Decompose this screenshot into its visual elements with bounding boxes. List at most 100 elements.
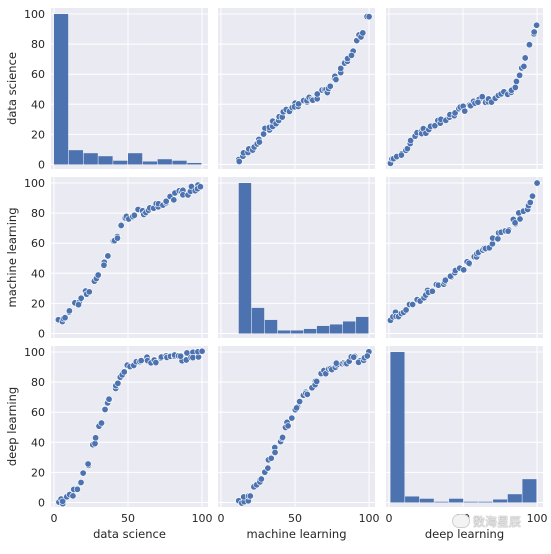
x-tick-label-1-1: 50 [288,512,302,525]
hist-bar-0-8 [172,160,187,165]
hist-bar-2-4 [449,498,464,503]
scatter-point-1-2-23 [441,276,449,284]
scatter-point-2-0-59 [198,347,206,355]
scatter-point-2-1-24 [288,414,296,422]
hist-bar-1-1 [251,307,265,334]
hist-bar-2-9 [522,479,537,503]
scatter-point-1-2-57 [526,198,534,206]
scatter-point-2-0-51 [177,352,185,360]
scatter-point-1-2-17 [428,287,436,295]
x-tick-label-1-0: 0 [217,512,224,525]
scatter-point-1-0-13 [85,288,93,296]
scatter-point-2-1-11 [257,475,265,483]
scatter-point-1-2-7 [402,306,410,314]
scatter-point-2-1-20 [279,433,287,441]
y-tick-label-1-3: 60 [31,237,45,250]
y-tick-label-2-2: 40 [31,436,45,449]
x-axis-label-0: data science [93,527,166,541]
y-tick-label-2-5: 100 [24,346,45,359]
scatter-point-0-2-5 [397,151,405,159]
hist-bar-2-0 [390,352,405,503]
scatter-point-1-2-41 [488,240,496,248]
scatter-point-0-1-59 [365,13,373,21]
scatter-point-0-1-36 [313,90,321,98]
scatter-point-2-1-36 [313,377,321,385]
scatter-point-2-0-22 [105,395,113,403]
hist-bar-0-7 [157,159,172,165]
scatter-point-2-0-8 [73,485,81,493]
scatter-point-1-0-26 [117,221,125,229]
scatter-point-1-0-25 [113,234,121,242]
scatter-point-2-1-27 [293,404,301,412]
scatter-point-2-0-16 [92,434,100,442]
scatter-point-0-2-51 [511,83,519,91]
scatter-point-0-1-42 [326,82,334,90]
panel-1-2 [386,177,543,338]
hist-bar-0-0 [53,14,69,165]
hist-bar-1-4 [290,330,304,334]
hist-bar-1-5 [303,328,317,334]
scatter-point-2-0-18 [97,419,105,427]
scatter-point-1-2-53 [516,215,524,223]
scatter-point-0-2-54 [520,62,528,70]
scatter-point-2-0-28 [120,368,128,376]
y-tick-label-2-4: 80 [31,376,45,389]
scatter-point-2-0-3 [59,497,67,505]
scatter-point-1-0-10 [77,294,85,302]
scatter-point-0-2-50 [512,77,520,85]
scatter-point-0-1-47 [337,64,345,72]
scatter-point-0-1-57 [359,29,367,37]
hist-bar-0-2 [83,153,98,165]
scatter-point-1-2-9 [409,300,417,308]
x-tick-label-0-1: 50 [121,512,135,525]
y-axis-label-2: deep learning [5,387,19,466]
hist-bar-1-0 [238,183,252,334]
scatter-point-1-0-3 [61,314,69,322]
scatter-point-0-1-45 [332,76,340,84]
scatter-point-0-1-1 [235,157,243,165]
x-tick-label-2-2: 100 [527,512,548,525]
y-tick-label-1-5: 100 [24,177,45,190]
hist-bar-2-1 [405,496,420,503]
y-axis-label-0: data science [5,52,19,125]
scatter-point-0-1-52 [347,51,355,59]
scatter-point-2-0-15 [91,440,99,448]
scatter-point-2-1-53 [350,353,358,361]
hist-bar-2-6 [478,501,493,503]
scatter-point-1-2-32 [465,259,473,267]
panel-1-0 [51,177,208,338]
scatter-point-0-2-36 [474,98,482,106]
scatter-point-2-0-10 [77,478,85,486]
y-tick-label-0-0: 0 [38,158,45,171]
scatter-point-1-2-43 [494,235,502,243]
y-tick-label-0-5: 100 [24,8,45,21]
hist-bar-2-7 [493,499,508,503]
watermark-text: 数海星辰 [473,515,522,529]
scatter-point-2-0-11 [79,469,87,477]
scatter-point-2-1-23 [284,422,292,430]
scatter-point-1-0-45 [162,197,170,205]
scatter-point-1-0-32 [130,211,138,219]
panel-2-1 [218,346,375,507]
hist-bar-2-2 [419,498,434,503]
x-tick-label-2-0: 0 [385,512,392,525]
panel-2-2 [386,346,543,507]
scatter-point-0-1-12 [260,130,268,138]
y-tick-label-2-3: 60 [31,406,45,419]
y-tick-label-0-4: 80 [31,38,45,51]
scatter-point-2-1-6 [246,492,254,500]
scatter-point-2-1-28 [296,398,304,406]
hist-bar-1-6 [316,325,330,334]
panel-0-0 [51,8,208,169]
hist-bar-2-5 [463,501,478,503]
hist-bar-1-8 [343,321,356,334]
y-tick-label-1-0: 0 [38,327,45,340]
scatter-point-0-1-28 [295,100,303,108]
scatter-point-1-0-5 [65,307,73,315]
y-tick-label-1-1: 20 [31,297,45,310]
x-tick-label-0-2: 100 [192,512,213,525]
hist-bar-0-5 [128,153,143,165]
chat-bubble-icon [452,514,470,528]
x-axis-label-1: machine learning [247,527,347,541]
